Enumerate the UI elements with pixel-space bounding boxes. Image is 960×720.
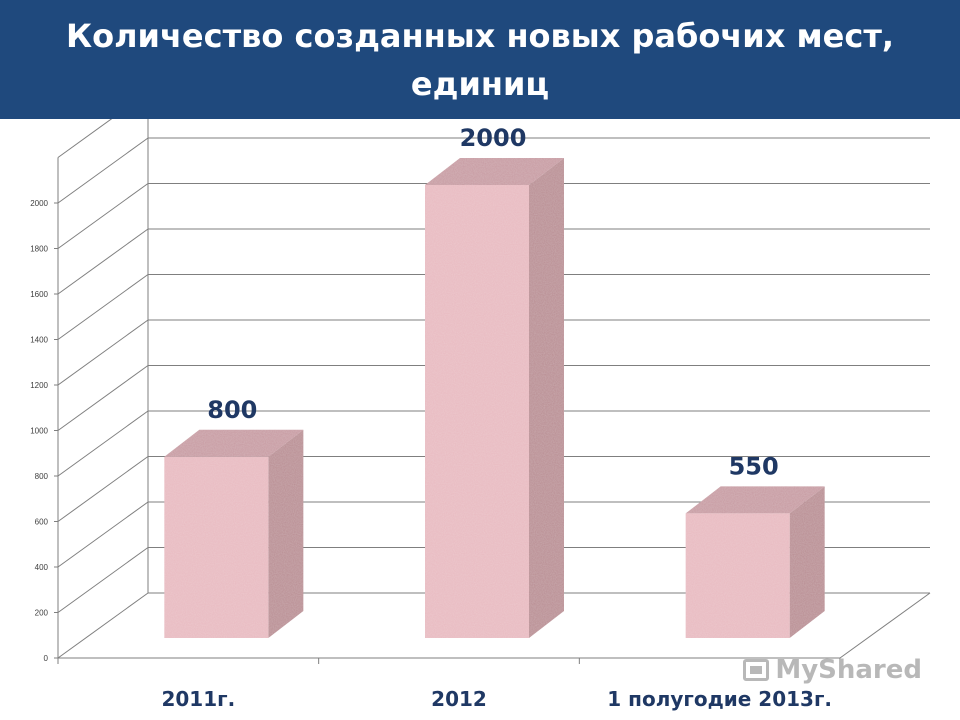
bar bbox=[164, 429, 304, 638]
data-label: 2000 bbox=[460, 124, 527, 152]
category-label: 2011г. bbox=[161, 687, 235, 711]
category-label: 2012 bbox=[431, 687, 487, 711]
side-gridline bbox=[57, 592, 149, 659]
y-tick-label: 1200 bbox=[30, 381, 48, 390]
bar-side-face bbox=[268, 429, 304, 638]
chart-data-labels: 800 2000 550 bbox=[207, 124, 778, 480]
chart-axes: 0 200 400 600 800 1000 1200 1400 1600 1800 2000 bbox=[30, 157, 931, 664]
title-banner: Количество созданных новых рабочих мест,… bbox=[0, 0, 960, 119]
y-tick-label: 2000 bbox=[30, 199, 48, 208]
bar-top-face bbox=[425, 158, 564, 185]
side-gridline bbox=[57, 137, 149, 204]
y-tick-label: 1000 bbox=[30, 427, 48, 436]
chart-bars bbox=[164, 158, 825, 638]
data-label: 800 bbox=[207, 396, 257, 424]
chart-title: Количество созданных новых рабочих мест,… bbox=[65, 16, 895, 103]
y-tick-label: 200 bbox=[35, 609, 49, 618]
side-gridline bbox=[57, 410, 149, 477]
bar bbox=[425, 158, 564, 638]
y-tick-label: 400 bbox=[35, 563, 49, 572]
side-gridline bbox=[57, 547, 149, 613]
side-gridline bbox=[57, 274, 149, 340]
watermark-logo: MyShared bbox=[743, 655, 922, 685]
category-label: 1 полугодие 2013г. bbox=[607, 687, 832, 711]
y-tick-label: 1400 bbox=[30, 336, 48, 345]
y-tick-label: 800 bbox=[35, 472, 49, 481]
chart-category-labels: 2011г. 2012 1 полугодие 2013г. bbox=[161, 687, 832, 711]
y-tick-label: 0 bbox=[44, 654, 49, 663]
side-gridline bbox=[57, 228, 149, 295]
bar-chart: 0 200 400 600 800 1000 1200 1400 1600 1800 2000 80… bbox=[30, 119, 931, 711]
bar-top-face bbox=[685, 486, 825, 514]
bar-side-face bbox=[789, 486, 825, 638]
y-tick-label: 1800 bbox=[30, 245, 48, 254]
bar bbox=[685, 486, 825, 638]
presentation-icon bbox=[743, 659, 770, 681]
side-gridline bbox=[57, 365, 149, 431]
bar-front-face bbox=[425, 185, 529, 638]
side-gridline bbox=[57, 119, 113, 158]
watermark-text: MyShared bbox=[775, 655, 922, 685]
bar-front-face bbox=[685, 513, 790, 638]
y-tick-label: 600 bbox=[35, 518, 49, 527]
side-gridline bbox=[57, 456, 149, 522]
side-gridline bbox=[57, 501, 149, 568]
side-gridline bbox=[57, 319, 149, 386]
bar-front-face bbox=[164, 456, 269, 638]
data-label: 550 bbox=[729, 452, 779, 480]
bar-side-face bbox=[529, 158, 564, 638]
bar-top-face bbox=[164, 429, 304, 457]
side-gridline bbox=[57, 183, 149, 249]
y-tick-label: 1600 bbox=[30, 290, 48, 299]
floor-edge bbox=[839, 592, 931, 659]
